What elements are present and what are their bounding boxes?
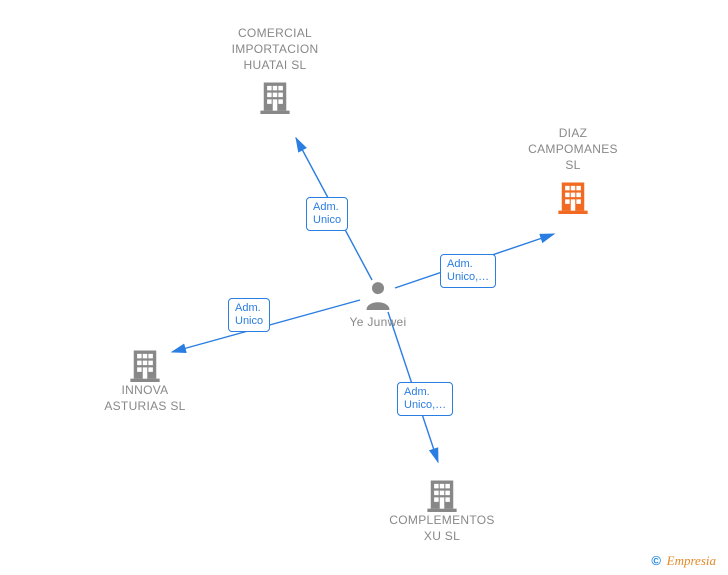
person-node[interactable]: Ye Junwei bbox=[333, 280, 423, 330]
edge-label: Adm. Unico,… bbox=[440, 254, 496, 288]
footer-credit: © Empresia bbox=[651, 553, 716, 569]
company-node-comercial-importacion-huatai-sl[interactable]: COMERCIAL IMPORTACION HUATAI SL bbox=[205, 25, 345, 114]
company-node-complementos-xu-sl[interactable]: COMPLEMENTOS XU SL bbox=[372, 472, 512, 544]
building-icon bbox=[555, 178, 591, 214]
company-label: DIAZ CAMPOMANES SL bbox=[503, 125, 643, 174]
person-icon bbox=[364, 280, 392, 310]
company-label: COMPLEMENTOS XU SL bbox=[372, 512, 512, 544]
building-icon bbox=[127, 346, 163, 382]
edge-line bbox=[296, 138, 372, 280]
edge-label: Adm. Unico bbox=[228, 298, 270, 332]
edge-label: Adm. Unico,… bbox=[397, 382, 453, 416]
person-label: Ye Junwei bbox=[333, 314, 423, 330]
company-label: COMERCIAL IMPORTACION HUATAI SL bbox=[205, 25, 345, 74]
edge-line bbox=[388, 312, 438, 462]
brand-name: Empresia bbox=[667, 553, 716, 568]
company-node-diaz-campomanes-sl[interactable]: DIAZ CAMPOMANES SL bbox=[503, 125, 643, 214]
company-node-innova-asturias-sl[interactable]: INNOVA ASTURIAS SL bbox=[75, 342, 215, 414]
edge-label: Adm. Unico bbox=[306, 197, 348, 231]
copyright-symbol: © bbox=[651, 553, 661, 568]
building-icon bbox=[257, 78, 293, 114]
building-icon bbox=[424, 476, 460, 512]
company-label: INNOVA ASTURIAS SL bbox=[75, 382, 215, 414]
diagram-canvas: Ye Junwei COMERCIAL IMPORTACION HUATAI S… bbox=[0, 0, 728, 575]
